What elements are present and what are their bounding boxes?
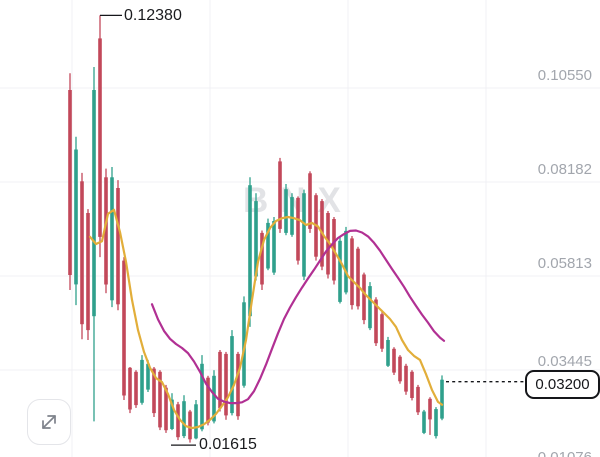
candle-body — [428, 398, 432, 420]
candle-body — [374, 299, 378, 344]
candle-body — [254, 201, 258, 277]
candle-body — [86, 213, 90, 331]
y-axis-tick-label: 0.03445 — [537, 353, 592, 370]
candle-body — [272, 221, 276, 273]
candle-body — [74, 149, 78, 285]
candle-body — [434, 409, 438, 437]
candle-body — [176, 404, 180, 438]
candle-body — [164, 387, 168, 431]
candle-body — [92, 90, 96, 317]
candle-body — [182, 401, 186, 437]
candle-body — [224, 353, 228, 416]
candle-body — [344, 230, 348, 293]
candle-body — [158, 371, 162, 428]
last-price-tag: 0.03200 — [525, 370, 600, 399]
y-axis-tick-label: 0.01076 — [538, 449, 592, 457]
high-price-annotation: 0.12380 — [124, 7, 182, 24]
candle-body — [260, 232, 264, 285]
candle-body — [140, 359, 144, 403]
candle-body — [296, 197, 300, 261]
candle-body — [410, 371, 414, 398]
candle-body — [284, 189, 288, 233]
candle-body — [380, 314, 384, 349]
candle-body — [188, 411, 192, 440]
candle-body — [278, 161, 282, 229]
candle-body — [218, 351, 222, 409]
expand-arrows-icon — [36, 409, 62, 435]
candle-body — [200, 363, 204, 430]
candle-body — [104, 177, 108, 285]
candle-body — [290, 197, 294, 235]
candle-body — [236, 353, 240, 417]
candle-body — [266, 222, 270, 269]
candle-body — [68, 90, 72, 275]
ma-slow-line — [150, 229, 446, 405]
candle-body — [350, 238, 354, 306]
candle-body — [326, 213, 330, 275]
candle-body — [128, 367, 132, 410]
candle-body — [146, 363, 150, 390]
last-price-value: 0.03200 — [535, 376, 590, 393]
candle-body — [116, 188, 120, 305]
candle-body — [206, 377, 210, 423]
candle-body — [356, 248, 360, 307]
candle-body — [362, 274, 366, 321]
candle-body — [242, 302, 246, 386]
candle-body — [134, 371, 138, 406]
candle-body — [392, 348, 396, 373]
low-price-annotation: 0.01615 — [199, 436, 257, 453]
candle-body — [170, 399, 174, 429]
candle-body — [398, 356, 402, 382]
candle-body — [194, 404, 198, 439]
candle-body — [80, 181, 84, 325]
candle-body — [368, 286, 372, 329]
candle-body — [122, 260, 126, 396]
candle-body — [386, 340, 390, 366]
candle-body — [110, 177, 114, 301]
candle-body — [308, 173, 312, 229]
y-axis-tick-label: 0.08182 — [537, 161, 592, 178]
y-axis-tick-label: 0.05813 — [537, 255, 592, 272]
candle-body — [404, 365, 408, 392]
candle-body — [338, 240, 342, 302]
candle-body — [302, 193, 306, 277]
candle-body — [416, 386, 420, 413]
candle-body — [440, 379, 444, 419]
candle-body — [152, 368, 156, 414]
y-axis-tick-label: 0.10550 — [537, 67, 592, 84]
candle-body — [248, 185, 252, 317]
candle-body — [98, 38, 102, 237]
expand-chart-button[interactable] — [27, 399, 71, 445]
candle-body — [230, 336, 234, 414]
candle-body — [212, 375, 216, 422]
ma-fast-line — [88, 208, 444, 430]
candle-body — [422, 411, 426, 433]
